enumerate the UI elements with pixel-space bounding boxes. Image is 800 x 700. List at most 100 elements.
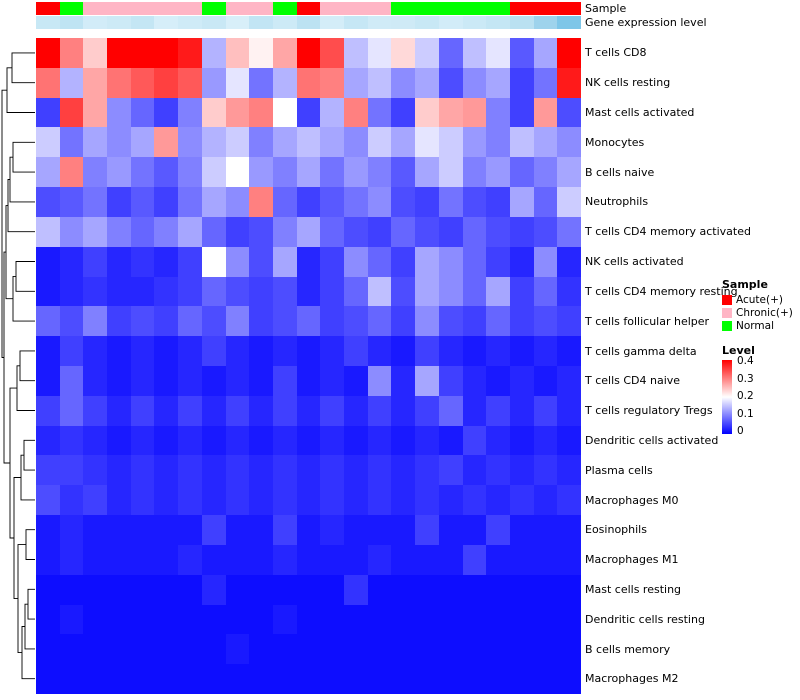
heatmap-cell — [557, 664, 581, 694]
heatmap-cell — [178, 455, 202, 486]
heatmap-cell — [462, 336, 487, 366]
heatmap-cell — [486, 276, 510, 307]
heatmap-cell — [296, 97, 321, 128]
heatmap-cell — [272, 187, 297, 217]
heatmap-cell — [391, 187, 416, 217]
heatmap-cell — [391, 366, 416, 396]
heatmap-cell — [509, 246, 534, 277]
heatmap-cell — [178, 97, 202, 128]
heatmap-cell — [296, 485, 321, 516]
heatmap-cell — [320, 574, 345, 605]
heatmap-cell — [533, 634, 558, 665]
heatmap-cell — [130, 485, 155, 516]
heatmap-cell — [201, 425, 226, 456]
row-label: B cells memory — [585, 642, 671, 656]
heatmap-cell — [130, 634, 155, 665]
row-label: T cells follicular helper — [585, 314, 710, 328]
heatmap-cell — [509, 97, 534, 128]
gene-expression-annotation-cell — [533, 16, 558, 29]
gene-expression-annotation-cell — [462, 16, 487, 29]
heatmap-cell — [59, 157, 84, 188]
heatmap-cell — [509, 544, 534, 575]
heatmap-cell — [557, 157, 581, 188]
heatmap-cell — [154, 157, 179, 188]
heatmap-cell — [249, 544, 273, 575]
heatmap-cell — [272, 574, 297, 605]
sample-annotation-cell — [320, 2, 345, 15]
heatmap-cell — [486, 336, 510, 366]
heatmap-cell — [36, 425, 60, 456]
heatmap-cell — [344, 246, 368, 277]
heatmap-cell — [486, 246, 510, 277]
heatmap-cell — [225, 336, 250, 366]
heatmap-cell — [438, 366, 463, 396]
sample-annotation-cell — [249, 2, 273, 15]
heatmap-cell — [557, 97, 581, 128]
row-label: Plasma cells — [585, 463, 653, 477]
heatmap-cell — [320, 515, 345, 545]
annotation-row-sample — [36, 2, 581, 15]
heatmap-cell — [36, 246, 60, 277]
heatmap-cell — [178, 336, 202, 366]
heatmap-cell — [320, 187, 345, 217]
heatmap-cell — [367, 38, 392, 68]
heatmap-cell — [36, 395, 60, 426]
heatmap-cell — [533, 544, 558, 575]
heatmap-cell — [533, 38, 558, 68]
heatmap-cell — [415, 395, 439, 426]
heatmap-cell — [225, 574, 250, 605]
heatmap-cell — [154, 187, 179, 217]
heatmap-cell — [367, 216, 392, 247]
heatmap-cell — [296, 664, 321, 694]
heatmap-cell — [59, 366, 84, 396]
heatmap-cell — [59, 574, 84, 605]
heatmap-cell — [509, 664, 534, 694]
heatmap-cell — [557, 544, 581, 575]
heatmap-cell — [201, 246, 226, 277]
heatmap-cell — [296, 276, 321, 307]
heatmap-cell — [533, 246, 558, 277]
heatmap-cell — [249, 187, 273, 217]
sample-annotation-cell — [296, 2, 321, 15]
legend-item-label: Normal — [736, 320, 774, 332]
heatmap-cell — [557, 127, 581, 158]
heatmap-cell — [272, 216, 297, 247]
heatmap-cell — [249, 366, 273, 396]
row-label: T cells CD4 naive — [585, 374, 681, 388]
heatmap-cell — [486, 127, 510, 158]
heatmap-cell — [557, 455, 581, 486]
heatmap-cell — [154, 544, 179, 575]
heatmap-cell — [249, 485, 273, 516]
level-tick: 0 — [737, 425, 744, 437]
gene-expression-annotation-cell — [249, 16, 273, 29]
heatmap-cell — [415, 187, 439, 217]
heatmap-cell — [557, 306, 581, 337]
heatmap-cell — [225, 485, 250, 516]
heatmap-cell — [107, 216, 131, 247]
row-label: Dendritic cells activated — [585, 433, 719, 447]
heatmap-cell — [438, 38, 463, 68]
heatmap-cell — [367, 544, 392, 575]
heatmap-cell — [320, 246, 345, 277]
sample-annotation-cell — [154, 2, 179, 15]
heatmap-cell — [130, 246, 155, 277]
heatmap-cell — [107, 366, 131, 396]
heatmap-cell — [83, 664, 108, 694]
legend-item-label: Acute(+) — [736, 294, 783, 306]
gene-expression-annotation-cell — [59, 16, 84, 29]
heatmap-cell — [391, 604, 416, 635]
row-label: Dendritic cells resting — [585, 612, 705, 626]
heatmap-cell — [59, 395, 84, 426]
heatmap-cell — [320, 216, 345, 247]
level-gradient-bar — [722, 360, 732, 434]
heatmap-cell — [557, 67, 581, 98]
heatmap-cell — [36, 157, 60, 188]
heatmap-cell — [36, 127, 60, 158]
heatmap-cell — [178, 67, 202, 98]
heatmap-cell — [557, 187, 581, 217]
heatmap-cell — [83, 216, 108, 247]
heatmap-cell — [130, 455, 155, 486]
heatmap-cell — [486, 67, 510, 98]
heatmap-cell — [509, 425, 534, 456]
heatmap-cell — [438, 97, 463, 128]
